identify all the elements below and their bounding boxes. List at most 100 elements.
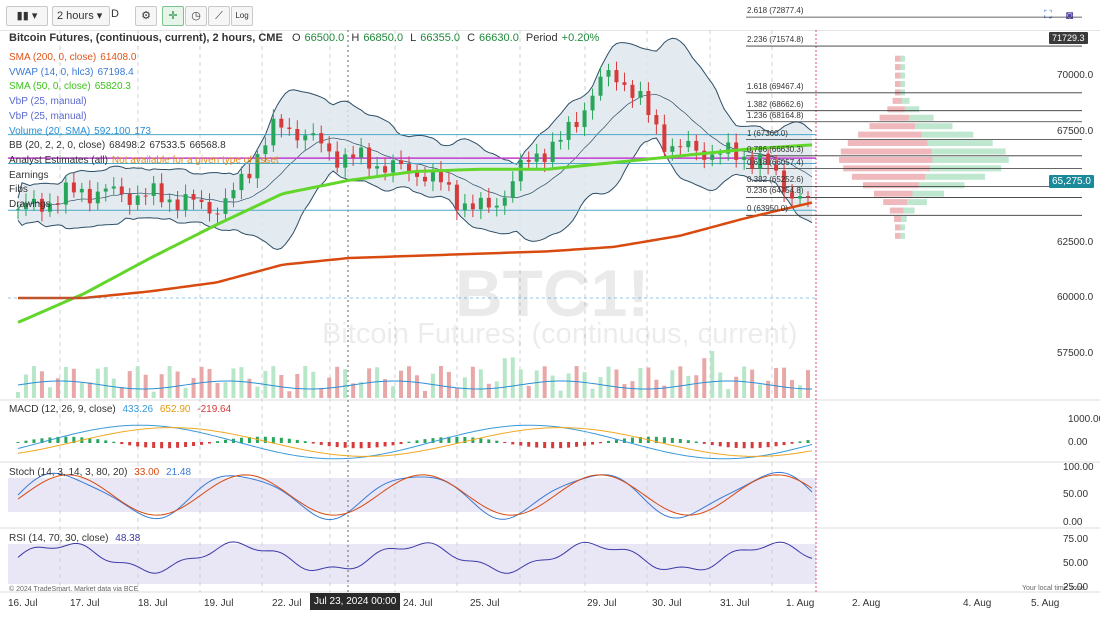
clock-icon[interactable]: ◷: [185, 6, 207, 26]
macd-histogram-bar: [654, 436, 658, 443]
macd-histogram-bar: [112, 441, 116, 443]
candle-body: [71, 182, 76, 193]
period-d-button[interactable]: D: [111, 8, 119, 20]
legend-value: 592.100: [94, 125, 131, 137]
candle-body: [16, 209, 20, 211]
fullscreen-icon[interactable]: ⛶: [1044, 9, 1052, 21]
legend-item[interactable]: BB (20, 2, 2, 0, close) 68498.2 67533.5 665…: [9, 140, 230, 152]
draw-tool-icon[interactable]: ⟋: [208, 6, 230, 26]
candle-body: [454, 184, 459, 211]
macd-histogram-bar: [208, 442, 212, 444]
macd-histogram-bar: [279, 437, 283, 443]
volume-bar: [63, 366, 68, 398]
macd-histogram-bar: [383, 442, 387, 447]
fib-label: 0.236 (64754.8): [747, 186, 804, 196]
legend-item[interactable]: SMA (50, 0, close) 65820.3: [9, 81, 135, 93]
legend-item[interactable]: Fibs: [9, 184, 32, 196]
volume-bar: [391, 386, 396, 398]
volume-bar: [622, 384, 627, 398]
vbp-bar-sell: [895, 224, 901, 231]
volume-bar: [183, 387, 188, 398]
legend-value: 67198.4: [97, 66, 134, 78]
candle-body: [574, 121, 579, 128]
volume-bar: [702, 358, 707, 398]
vbp-bar-sell: [895, 55, 901, 62]
macd-histogram-bar: [742, 442, 746, 449]
legend-item[interactable]: VWAP (14, 0, hlc3) 67198.4: [9, 67, 138, 79]
legend-item[interactable]: VbP (25, manual): [9, 111, 91, 123]
candle-body: [183, 194, 188, 211]
legend-item[interactable]: Drawings: [9, 199, 55, 211]
vbp-bar-buy: [903, 207, 915, 214]
volume-bar: [359, 381, 364, 398]
macd-histogram-bar: [806, 440, 810, 443]
volume-bar: [446, 371, 451, 398]
volume-bar: [223, 382, 228, 398]
camera-icon[interactable]: ◙: [1066, 8, 1074, 22]
candle-body: [678, 146, 683, 148]
bollinger-upper: [17, 37, 813, 199]
interval-select[interactable]: 2 hours ▾: [52, 6, 110, 26]
candle-body: [311, 133, 316, 136]
legend-item[interactable]: SMA (200, 0, close) 61408.0: [9, 52, 140, 64]
candle-body: [742, 156, 747, 160]
macd-histogram-bar: [694, 441, 698, 443]
vbp-bar-buy: [921, 131, 974, 138]
candle-body: [39, 198, 44, 212]
vbp-bar-sell: [883, 199, 908, 206]
x-axis-label: 2. Aug: [852, 598, 881, 609]
volume-bar: [335, 366, 340, 398]
macd-histogram-bar: [399, 442, 403, 445]
legend-value: 67533.5: [149, 140, 186, 152]
macd-histogram-bar: [599, 442, 603, 444]
rsi-axis-label: 50.00: [1063, 558, 1089, 569]
macd-signal-line: [17, 427, 813, 457]
volume-bar: [558, 390, 563, 398]
legend-item[interactable]: Earnings: [9, 170, 52, 182]
candle-body: [750, 156, 755, 169]
candle-body: [606, 70, 611, 77]
macd-histogram-bar: [758, 442, 762, 448]
local-time-label[interactable]: Your local time zone: [1022, 585, 1085, 592]
candle-body: [806, 196, 811, 198]
volume-bar: [494, 381, 499, 398]
macd-histogram-bar: [104, 440, 108, 443]
volume-bar: [295, 373, 300, 398]
macd-histogram-bar: [614, 439, 618, 443]
log-scale-button[interactable]: Log: [231, 6, 253, 26]
crosshair-cursor-icon[interactable]: ✛: [162, 6, 184, 26]
legend-item[interactable]: VbP (25, manual): [9, 96, 91, 108]
macd-histogram-bar: [495, 440, 499, 443]
chart-type-button[interactable]: ▮▮ ▾: [6, 6, 48, 26]
macd-histogram-bar: [407, 441, 411, 443]
legend-value: Not available for a given type of asset: [111, 154, 279, 166]
legend-value: 61408.0: [100, 52, 137, 63]
vbp-bar-sell: [892, 97, 902, 104]
x-axis-label: 19. Jul: [204, 598, 234, 609]
copyright: © 2024 TradeSmart. Market data via BCE: [9, 586, 139, 593]
volume-bar: [135, 366, 140, 398]
macd-histogram-bar: [24, 440, 28, 443]
volume-bar: [375, 367, 380, 398]
vbp-bar-buy: [904, 106, 920, 113]
settings-gear-icon[interactable]: ⚙: [135, 6, 157, 26]
volume-bar: [502, 358, 507, 398]
volume-bar: [790, 380, 795, 398]
macd-histogram-bar: [455, 436, 459, 443]
vbp-bar-buy: [900, 224, 905, 231]
legend-item[interactable]: Volume (20, SMA) 592.100 173: [9, 126, 155, 138]
macd-histogram-bar: [527, 442, 531, 447]
candle-body: [622, 82, 627, 85]
candle-body: [135, 195, 140, 205]
candle-body: [630, 84, 635, 98]
legend-item[interactable]: Analyst Estimates (all) Not available for…: [9, 155, 283, 167]
volume-bar: [534, 370, 539, 398]
volume-bar: [718, 372, 723, 398]
macd-histogram-bar: [431, 438, 435, 443]
macd-histogram-bar: [136, 442, 140, 447]
vbp-bar-sell: [889, 207, 904, 214]
vbp-bar-sell: [895, 72, 901, 79]
macd-histogram-bar: [311, 442, 315, 444]
macd-histogram-bar: [774, 442, 778, 447]
